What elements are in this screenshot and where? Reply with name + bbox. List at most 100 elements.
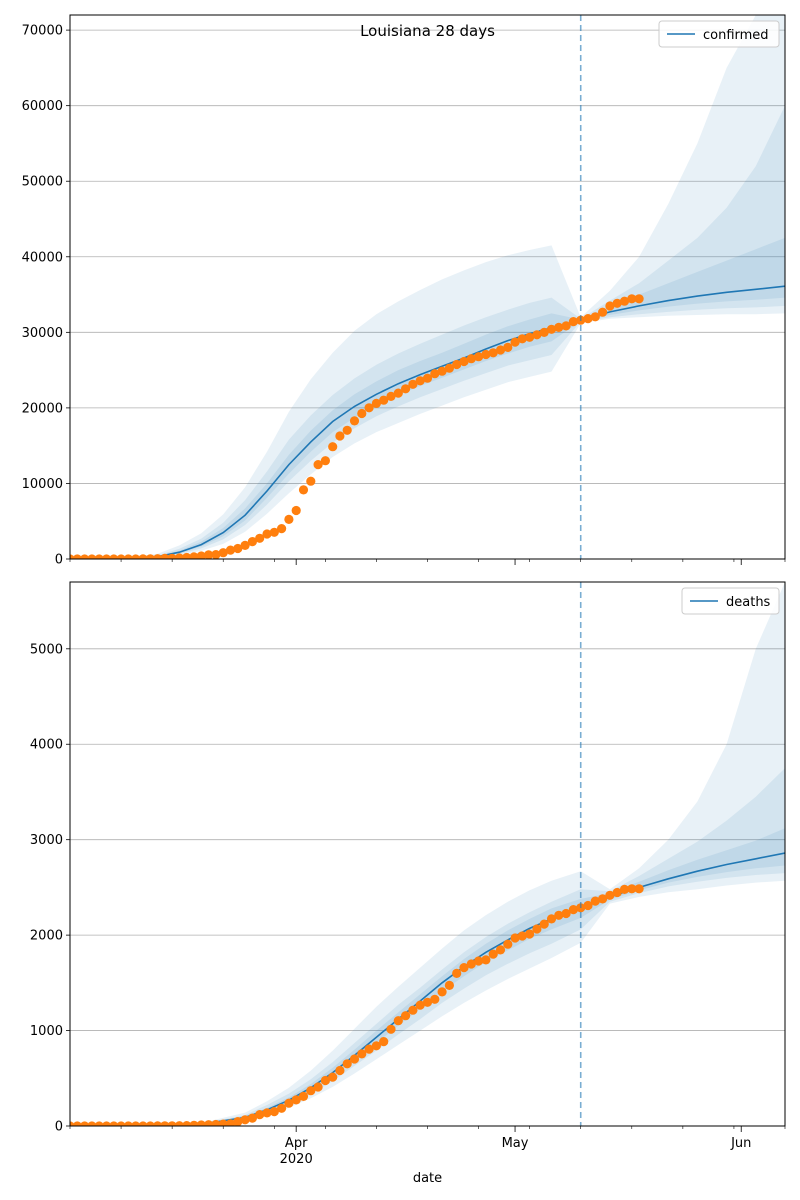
y-tick-label: 50000	[22, 175, 63, 190]
y-tick-label: 3000	[30, 833, 63, 848]
observed-point	[313, 460, 323, 470]
y-tick-label: 5000	[30, 642, 63, 657]
observed-point	[452, 359, 462, 370]
observed-point	[262, 529, 272, 539]
observed-point	[371, 398, 381, 408]
observed-point	[313, 1082, 323, 1092]
observed-point	[277, 524, 287, 534]
observed-point	[291, 505, 301, 516]
observed-point	[598, 307, 608, 317]
observed-point	[568, 317, 579, 327]
observed-point	[80, 554, 90, 559]
observed-point	[277, 1103, 287, 1113]
observed-point	[306, 476, 316, 486]
observed-point	[101, 554, 112, 559]
observed-point	[430, 994, 440, 1004]
observed-point	[488, 348, 498, 358]
observed-point	[364, 403, 374, 413]
observed-point	[619, 296, 630, 306]
observed-point	[255, 1110, 265, 1120]
observed-point	[218, 1119, 228, 1126]
observed-point	[211, 1119, 221, 1126]
observed-point	[634, 294, 644, 304]
observed-point	[444, 363, 454, 373]
observed-point	[379, 395, 389, 405]
observed-point	[328, 1072, 338, 1082]
observed-point	[510, 933, 520, 943]
observed-point	[415, 376, 425, 386]
observed-point	[182, 552, 192, 559]
observed-point	[488, 949, 498, 959]
observed-point	[145, 1121, 155, 1126]
observed-point	[218, 548, 228, 558]
x-axis-label: date	[413, 1171, 442, 1186]
observed-point	[386, 1024, 396, 1034]
observed-point	[627, 294, 637, 304]
observed-point	[605, 301, 615, 311]
observed-point	[247, 1113, 257, 1123]
observed-point	[298, 485, 309, 495]
axes-frame	[69, 581, 786, 1127]
confidence-band-2	[70, 768, 785, 1126]
observed-point	[583, 900, 593, 911]
observed-point	[233, 1117, 243, 1126]
confidence-band-1	[70, 15, 785, 559]
observed-point	[262, 1108, 272, 1118]
observed-point	[204, 550, 214, 559]
observed-point	[605, 890, 615, 900]
observed-point	[72, 1121, 82, 1126]
y-tick-label: 0	[55, 1120, 63, 1135]
observed-point	[408, 379, 418, 389]
observed-point	[401, 1011, 411, 1021]
y-tick-label: 0	[55, 553, 63, 568]
y-tick-label: 60000	[22, 99, 63, 114]
observed-point	[225, 1119, 236, 1126]
confidence-band-1	[70, 582, 785, 1126]
observed-point	[495, 345, 506, 355]
observed-point	[364, 1044, 374, 1054]
observed-point	[298, 1091, 309, 1101]
observed-point	[174, 1121, 184, 1126]
observed-point	[247, 537, 257, 547]
observed-point	[72, 554, 82, 559]
y-tick-label: 10000	[22, 477, 63, 492]
observed-point	[94, 554, 104, 559]
observed-point	[474, 352, 484, 362]
observed-point	[349, 1054, 360, 1064]
observed-point	[495, 945, 506, 955]
observed-point	[532, 330, 542, 340]
plot-area	[70, 582, 785, 1126]
observed-point	[349, 416, 360, 426]
observed-point	[481, 349, 491, 360]
observed-point	[612, 298, 622, 308]
confirmed-panel: 0 10000 20000 30000 40000 50000 60000 70000 conf…	[22, 14, 786, 568]
observed-point	[153, 1121, 163, 1126]
observed-point	[415, 1000, 425, 1010]
chart-title: Louisiana 28 days	[360, 22, 495, 40]
observed-point	[342, 1059, 352, 1069]
observed-point	[466, 354, 476, 364]
observed-point	[379, 1037, 389, 1047]
confidence-band-3	[70, 237, 785, 559]
observed-point	[131, 1121, 141, 1126]
observed-point	[619, 884, 630, 895]
observed-point	[284, 514, 294, 525]
observed-point	[408, 1005, 418, 1015]
observed-point	[306, 1086, 316, 1096]
observed-point	[116, 1121, 126, 1126]
observed-point	[101, 1121, 112, 1126]
observed-point	[525, 332, 535, 342]
observed-point	[211, 550, 221, 559]
confidence-band-3	[70, 828, 785, 1126]
x-tick-label: Apr	[285, 1136, 308, 1151]
observed-point	[539, 919, 549, 929]
observed-point	[371, 1041, 381, 1051]
observed-point	[138, 554, 148, 559]
observed-point	[196, 1120, 206, 1126]
observed-point	[189, 1120, 199, 1126]
y-tick-label: 1000	[30, 1024, 63, 1039]
observed-point	[123, 1121, 133, 1126]
observed-point	[546, 914, 557, 924]
